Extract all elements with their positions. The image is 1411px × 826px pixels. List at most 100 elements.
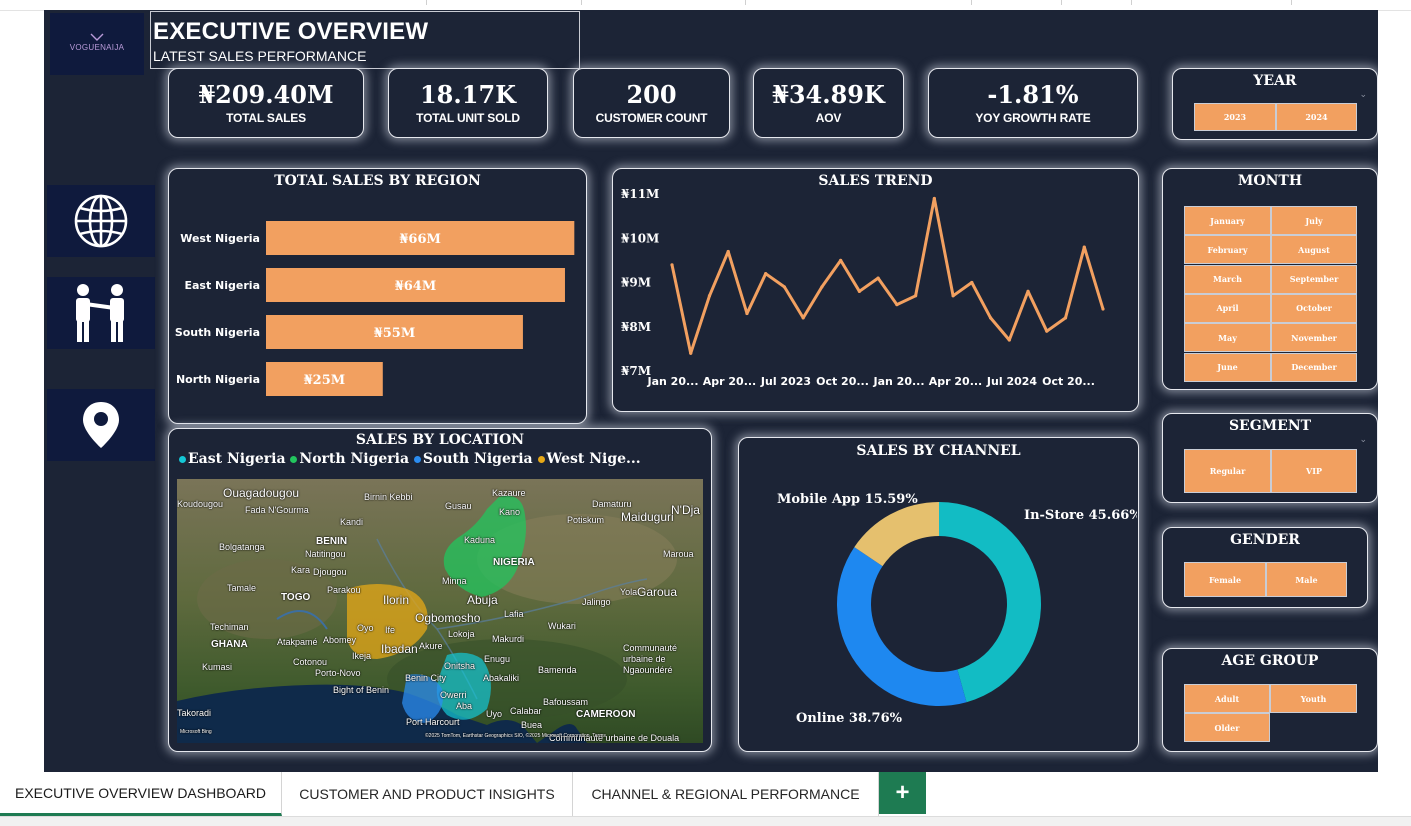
map-label: Ouagadougou [223,486,300,500]
kpi-label: CUSTOMER COUNT [595,111,708,125]
segment-slicer: SEGMENT ⌄ Regular VIP [1162,413,1378,503]
tab-executive-overview[interactable]: EXECUTIVE OVERVIEW DASHBOARD [0,772,282,816]
satellite-map[interactable]: Ouagadougou Koudougou Fada N'Gourma Birn… [177,479,703,743]
trend-data-point[interactable] [670,263,674,267]
channel-slice-online[interactable] [837,547,967,706]
slicer-option-adult[interactable]: Adult [1184,684,1270,713]
map-label: Abomey [323,635,357,645]
map-label: Maiduguri [621,510,674,524]
slicer-option-older[interactable]: Older [1184,713,1270,742]
slicer-option-female[interactable]: Female [1184,562,1266,597]
slicer-option-may[interactable]: May [1184,323,1271,353]
slicer-option-2023[interactable]: 2023 [1194,103,1276,131]
y-axis-tick-label: ₦11M [621,189,659,201]
x-axis-tick-label: Jul 2023 [760,375,811,388]
trend-data-point[interactable] [1045,329,1049,333]
legend-label: South Nigeria [422,451,533,467]
region-bar[interactable] [266,221,575,255]
y-axis-tick-label: ₦9M [621,276,651,290]
tab-customer-product-insights[interactable]: CUSTOMER AND PRODUCT INSIGHTS [282,772,573,816]
trend-data-point[interactable] [857,289,861,293]
trend-data-point[interactable] [1026,289,1030,293]
map-label: Natitingou [305,549,346,559]
region-category-label: East Nigeria [184,279,260,292]
trend-data-point[interactable] [782,285,787,289]
map-label: CAMEROON [576,709,636,720]
trend-data-point[interactable] [820,285,824,289]
column-divider [1291,0,1292,5]
legend-item-west[interactable]: West Nige... [537,451,641,467]
map-label: Porto-Novo [315,668,361,678]
slicer-option-regular[interactable]: Regular [1184,449,1271,493]
slicer-option-april[interactable]: April [1184,293,1271,323]
trend-data-point[interactable] [914,294,918,298]
legend-dot [537,455,545,463]
slicer-option-male[interactable]: Male [1266,562,1347,597]
trend-data-point[interactable] [764,272,768,276]
map-label: Takoradi [177,708,212,718]
slicer-option-december[interactable]: December [1271,352,1357,382]
trend-data-point[interactable] [1063,316,1068,320]
legend-item-north[interactable]: North Nigeria [290,451,409,467]
slicer-option-vip[interactable]: VIP [1271,449,1357,493]
nav-button-customers[interactable] [47,277,155,349]
map-label: Kano [499,507,521,517]
kpi-total-unit-sold: 18.17K TOTAL UNIT SOLD [388,68,548,138]
channel-slice-mobile-app[interactable] [854,502,939,567]
page-subtitle: LATEST SALES PERFORMANCE [153,48,367,64]
trend-data-point[interactable] [1101,307,1105,311]
trend-data-point[interactable] [745,311,749,316]
trend-data-point[interactable] [801,316,805,320]
region-chart-panel: TOTAL SALES BY REGION West Nigeria ₦66M Ea… [168,168,587,424]
nav-button-regional[interactable] [47,185,155,257]
region-category-label: South Nigeria [175,326,260,339]
map-label: Bamenda [538,665,577,675]
channel-slice-in-store[interactable] [939,502,1041,703]
tab-channel-regional[interactable]: CHANNEL & REGIONAL PERFORMANCE [573,772,879,816]
region-bar[interactable] [266,315,523,349]
slicer-option-october[interactable]: October [1271,293,1357,323]
slicer-option-june[interactable]: June [1184,352,1271,382]
chevron-down-icon[interactable]: ⌄ [1359,89,1367,99]
slicer-option-july[interactable]: July [1271,206,1357,235]
slicer-option-august[interactable]: August [1271,235,1357,265]
sheet-tab-bar: EXECUTIVE OVERVIEW DASHBOARD CUSTOMER AN… [0,772,1411,816]
kpi-label: TOTAL UNIT SOLD [416,111,520,125]
region-bar[interactable] [266,268,565,302]
trend-data-point[interactable] [895,303,899,307]
trend-data-point[interactable] [876,276,880,280]
trend-data-point[interactable] [1082,245,1086,249]
chevron-down-icon[interactable]: ⌄ [1359,434,1367,444]
legend-dot [290,455,298,463]
slicer-option-january[interactable]: January [1184,206,1271,235]
x-axis-tick-label: Jul 2024 [986,375,1037,388]
trend-data-point[interactable] [951,294,955,298]
trend-data-point[interactable] [707,294,712,298]
sales-trend-line[interactable] [670,196,1105,355]
slicer-option-2024[interactable]: 2024 [1276,103,1357,131]
trend-data-point[interactable] [839,258,843,262]
logo-text: VOGUENAIJA [69,43,125,52]
map-label: BENIN [316,536,348,547]
legend-item-east[interactable]: East Nigeria [179,451,286,467]
trend-chart-panel: SALES TREND ₦11M ₦10M ₦9M ₦8M ₦7M Jan 20... Ap… [612,168,1139,412]
trend-data-point[interactable] [1007,338,1011,342]
legend-item-south[interactable]: South Nigeria [413,451,533,467]
add-sheet-button[interactable]: + [879,772,926,814]
trend-data-point[interactable] [970,280,974,285]
nav-button-location[interactable] [47,389,155,461]
trend-data-point[interactable] [988,316,993,320]
slicer-option-youth[interactable]: Youth [1270,684,1357,713]
slicer-title: SEGMENT [1228,418,1312,434]
trend-data-point[interactable] [932,196,936,201]
y-axis-tick-label: ₦8M [621,320,651,334]
trend-data-point[interactable] [726,249,730,254]
region-bar[interactable] [266,362,383,396]
trend-data-point[interactable] [689,351,693,355]
slicer-option-september[interactable]: September [1271,264,1357,294]
map-label: Port Harcourt [406,717,460,727]
slicer-option-november[interactable]: November [1271,323,1357,353]
slicer-option-february[interactable]: February [1184,235,1271,265]
map-label: Ibadan [381,642,418,656]
slicer-option-march[interactable]: March [1184,264,1271,294]
